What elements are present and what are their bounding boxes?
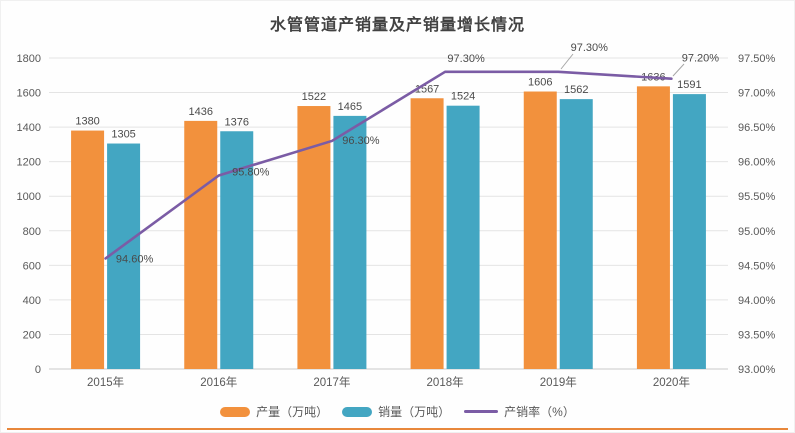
legend-item: 产销率（%）	[464, 403, 575, 420]
bar-value-label: 1465	[338, 101, 362, 113]
bar-sales	[559, 99, 593, 370]
legend-label: 销量（万吨）	[378, 405, 451, 419]
right-axis-tick-label: 96.50%	[738, 122, 776, 134]
bar-value-label: 1522	[302, 91, 326, 103]
left-axis-tick-label: 600	[23, 260, 41, 272]
label-leader-line	[560, 53, 574, 70]
chart-title: 水管管道产销量及产销量增长情况	[269, 17, 525, 34]
bottom-accent-rule	[7, 428, 788, 430]
right-axis-tick-label: 95.00%	[738, 226, 776, 238]
bar-value-label: 1305	[111, 129, 135, 141]
right-axis-tick-label: 94.00%	[738, 295, 776, 307]
left-axis-tick-label: 0	[35, 364, 41, 376]
bar-production	[410, 98, 444, 369]
legend-label: 产量（万吨）	[256, 405, 329, 419]
legend-bar-swatch	[342, 406, 373, 417]
rate-point-label: 97.30%	[447, 53, 485, 65]
legend-line-swatch	[464, 410, 499, 413]
right-axis-tick-label: 96.00%	[738, 157, 776, 169]
bar-value-label: 1436	[189, 106, 213, 118]
bar-sales	[446, 105, 480, 369]
bar-value-label: 1606	[528, 77, 552, 89]
x-axis-label: 2016年	[200, 375, 237, 389]
right-axis-tick-label: 93.00%	[738, 364, 776, 376]
left-axis-tick-label: 1400	[17, 122, 41, 134]
legend-bar-swatch	[220, 406, 251, 417]
bar-value-label: 1591	[677, 79, 701, 91]
x-axis-label: 2017年	[313, 375, 350, 389]
right-axis-tick-label: 95.50%	[738, 191, 776, 203]
x-axis-label: 2020年	[653, 375, 690, 389]
left-axis-tick-label: 400	[23, 295, 41, 307]
right-axis-tick-label: 94.50%	[738, 260, 776, 272]
left-axis-tick-label: 200	[23, 329, 41, 341]
bar-production	[71, 130, 105, 369]
rate-point-label: 97.20%	[682, 53, 720, 65]
left-axis-tick-label: 1800	[17, 53, 41, 65]
right-axis-tick-label: 97.00%	[738, 88, 776, 100]
rate-point-label: 97.30%	[571, 42, 609, 54]
rate-point-label: 94.60%	[116, 253, 154, 265]
right-axis-tick-label: 97.50%	[738, 53, 776, 65]
bar-sales	[672, 94, 706, 369]
x-axis-label: 2015年	[87, 375, 124, 389]
bar-sales	[107, 143, 141, 369]
rate-point-label: 95.80%	[232, 166, 270, 178]
bar-value-label: 1524	[451, 91, 475, 103]
legend-item: 销量（万吨）	[342, 403, 450, 420]
bar-production	[523, 91, 557, 369]
bar-value-label: 1562	[564, 84, 588, 96]
bar-production	[184, 120, 218, 369]
rate-line	[104, 70, 673, 260]
legend-item: 产量（万吨）	[220, 403, 328, 420]
chart-legend: 产量（万吨） 销量（万吨） 产销率（%）	[1, 403, 794, 420]
rate-point-label: 96.30%	[342, 135, 380, 147]
right-axis-tick-label: 93.50%	[738, 329, 776, 341]
x-axis-label: 2019年	[540, 375, 577, 389]
bar-production	[636, 86, 670, 369]
x-axis-label: 2018年	[427, 375, 464, 389]
left-axis-tick-label: 1600	[17, 88, 41, 100]
bar-value-label: 1376	[225, 116, 249, 128]
left-axis-tick-label: 1200	[17, 157, 41, 169]
label-leader-line	[672, 63, 685, 77]
legend-label: 产销率（%）	[504, 405, 575, 419]
bar-value-label: 1380	[75, 116, 99, 128]
bar-sales	[333, 115, 367, 369]
left-axis-tick-label: 1000	[17, 191, 41, 203]
left-axis-tick-label: 800	[23, 226, 41, 238]
